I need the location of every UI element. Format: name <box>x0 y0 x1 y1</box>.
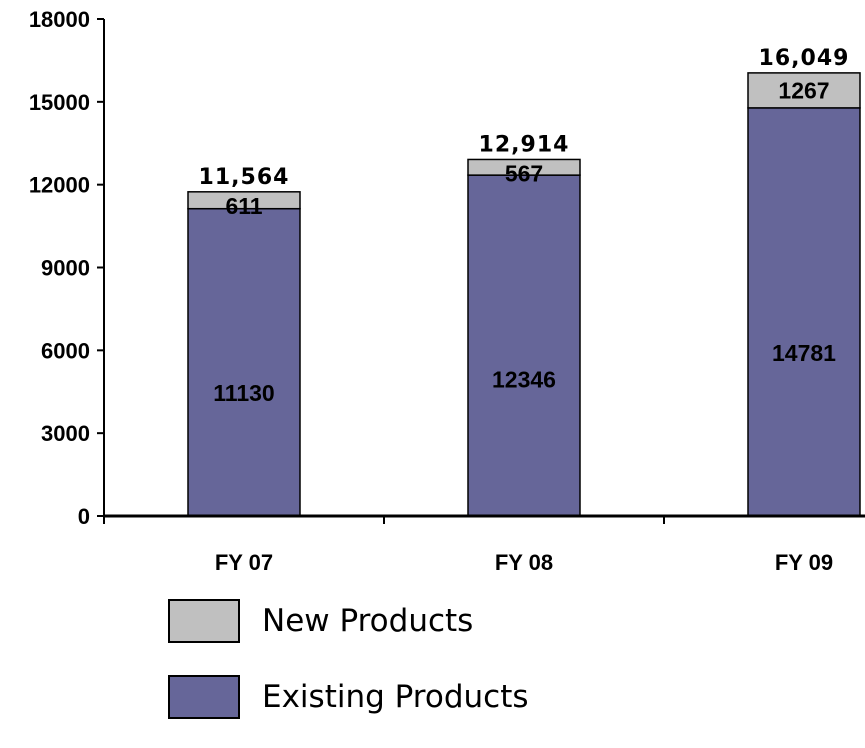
bar-segment <box>187 191 301 210</box>
y-tick-label: 9000 <box>41 256 90 281</box>
legend-item-existing-products: Existing Products <box>168 672 588 722</box>
bar-segment <box>467 174 581 517</box>
bar-segment-label: 1267 <box>778 77 829 103</box>
y-tick-label: 15000 <box>29 90 90 115</box>
bar-total-label: 12,914 <box>479 132 570 157</box>
bar-segment <box>747 107 861 517</box>
y-tick-label: 3000 <box>41 421 90 446</box>
bar-segment <box>187 207 301 517</box>
x-tick-label: FY 07 <box>215 550 273 575</box>
bar-segment-label: 11130 <box>213 380 274 406</box>
bar-segment <box>467 158 581 176</box>
y-tick-label: 18000 <box>29 7 90 32</box>
legend-label-new-products: New Products <box>262 603 474 639</box>
bar-segment-label: 611 <box>225 193 262 219</box>
bar-segment-label: 567 <box>505 160 543 186</box>
bar-total-label: 16,049 <box>759 46 850 71</box>
y-tick-label: 12000 <box>29 173 90 198</box>
bar-segment-label: 14781 <box>772 340 836 366</box>
legend-label-existing-products: Existing Products <box>262 679 529 715</box>
x-tick-label: FY 09 <box>775 550 833 575</box>
bar-segment-label: 12346 <box>492 367 556 393</box>
bar-total-label: 11,564 <box>199 165 290 190</box>
chart-legend: New Products Existing Products <box>168 596 588 748</box>
y-tick-label: 0 <box>78 504 90 529</box>
y-tick-label: 6000 <box>41 338 90 363</box>
legend-swatch-existing-products <box>168 675 240 719</box>
legend-swatch-new-products <box>168 599 240 643</box>
x-tick-label: FY 08 <box>495 550 553 575</box>
legend-item-new-products: New Products <box>168 596 588 646</box>
stacked-bar-chart: 0 3000 6000 9000 12000 15000 18000 11130 611 11,5… <box>29 7 865 575</box>
bar-segment <box>747 72 861 109</box>
